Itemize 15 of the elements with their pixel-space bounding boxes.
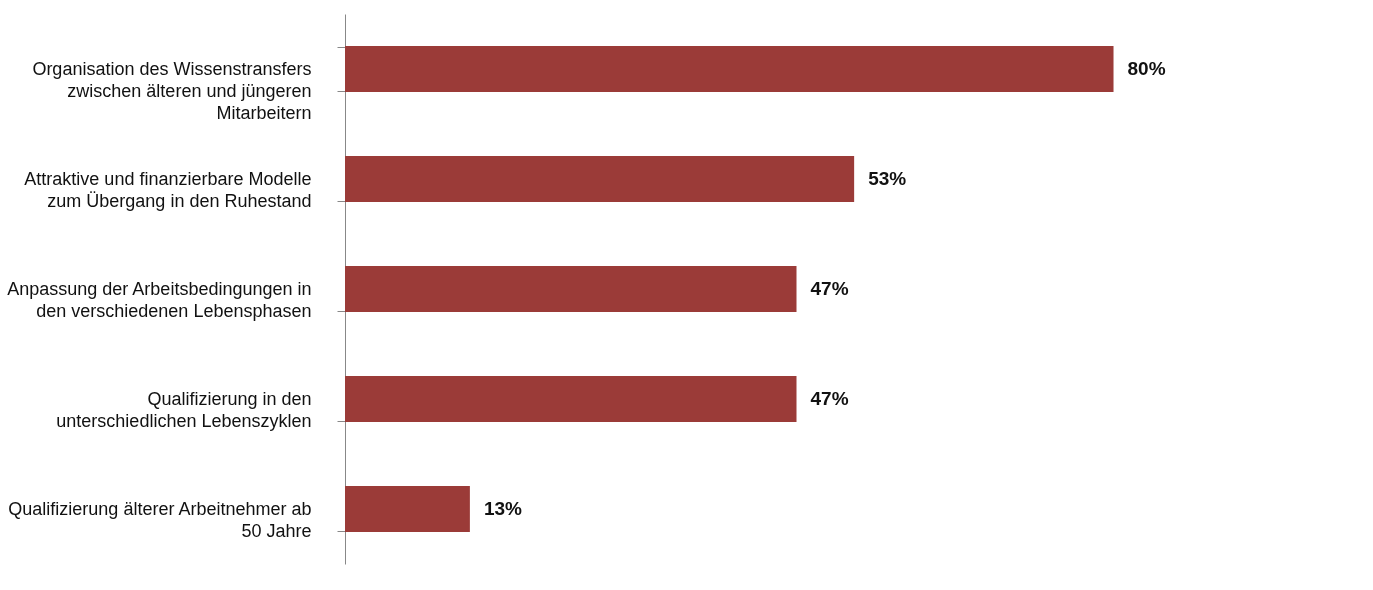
y-tick-label: Anpassung der Arbeitsbedingungen in den verschiedenen Lebensphasen <box>7 278 312 321</box>
y-tick-label: Qualifizierung älterer Arbeitnehmer ab 50 Jahre <box>8 498 312 541</box>
y-tick-label: Qualifizierung in den unterschiedlichen Lebenszyklen <box>56 388 312 431</box>
data-label: 47% <box>810 278 849 299</box>
data-label: 13% <box>483 498 523 519</box>
bar <box>345 46 1114 92</box>
data-label: 80% <box>1127 58 1166 79</box>
bar <box>345 486 470 532</box>
bar <box>345 156 855 202</box>
data-label: 47% <box>810 388 849 409</box>
y-tick-label: Attraktive und finanzierbare Modelle zum Übergang in den Ruhestand <box>24 168 312 211</box>
bar <box>345 376 797 422</box>
bar <box>345 266 797 312</box>
y-tick-label: Organisation des Wissenstransfers zwischen älteren und jüngeren Mitarbeitern <box>32 58 312 123</box>
data-label: 53% <box>868 168 907 189</box>
